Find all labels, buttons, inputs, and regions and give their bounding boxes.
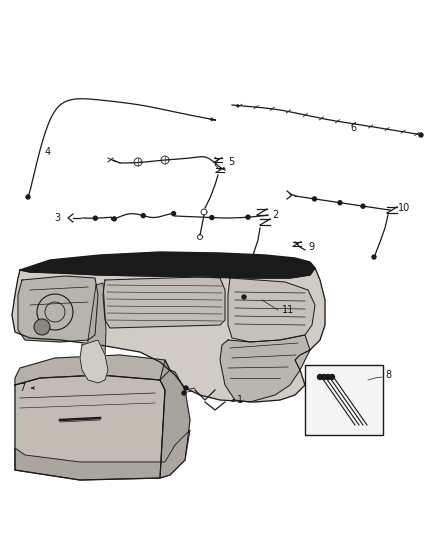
Circle shape	[112, 217, 116, 221]
Text: 1: 1	[237, 395, 243, 405]
Circle shape	[338, 201, 342, 205]
Circle shape	[182, 391, 186, 395]
Polygon shape	[18, 276, 98, 342]
Polygon shape	[103, 277, 225, 328]
Text: 3: 3	[54, 213, 60, 223]
Circle shape	[93, 216, 97, 220]
Polygon shape	[220, 335, 310, 402]
Circle shape	[419, 133, 423, 137]
Text: 7: 7	[19, 383, 25, 393]
Circle shape	[325, 375, 331, 379]
Polygon shape	[12, 268, 325, 402]
Text: 8: 8	[385, 370, 391, 380]
Polygon shape	[15, 375, 165, 480]
Text: 11: 11	[282, 305, 294, 315]
Circle shape	[184, 386, 188, 390]
Polygon shape	[228, 278, 315, 342]
Bar	[305, 365, 383, 435]
Circle shape	[242, 295, 246, 299]
Circle shape	[329, 375, 335, 379]
Polygon shape	[80, 340, 108, 383]
Polygon shape	[85, 283, 106, 368]
Polygon shape	[20, 252, 315, 278]
Text: 5: 5	[228, 157, 234, 167]
Polygon shape	[160, 360, 190, 478]
Circle shape	[321, 375, 326, 379]
Circle shape	[26, 195, 30, 199]
Text: 4: 4	[45, 147, 51, 157]
Circle shape	[141, 214, 145, 217]
Polygon shape	[15, 430, 190, 480]
Text: 10: 10	[398, 203, 410, 213]
Circle shape	[361, 204, 365, 208]
Circle shape	[372, 255, 376, 259]
Text: 6: 6	[350, 123, 356, 133]
Circle shape	[172, 212, 176, 215]
Circle shape	[318, 375, 322, 379]
Circle shape	[34, 319, 50, 335]
Circle shape	[246, 215, 250, 219]
Text: 2: 2	[272, 210, 278, 220]
Text: 9: 9	[308, 242, 314, 252]
Circle shape	[210, 215, 214, 220]
Circle shape	[312, 197, 317, 201]
Polygon shape	[15, 355, 170, 385]
